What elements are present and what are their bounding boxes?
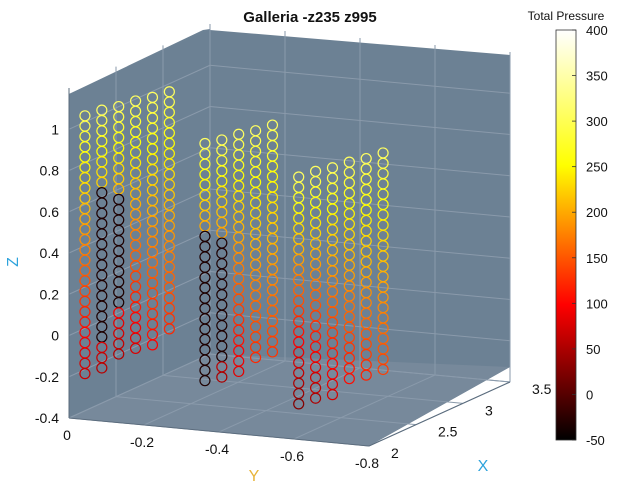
data-point <box>293 398 305 410</box>
data-point <box>79 368 91 380</box>
colorbar-tick-label: 400 <box>586 23 608 38</box>
colorbar-tick-label: 250 <box>586 160 608 175</box>
colorbar-tick-label: 150 <box>586 251 608 266</box>
grid-line <box>293 374 436 440</box>
y-tick-label: -0.2 <box>130 434 154 450</box>
colorbar-tick-label: 0 <box>586 387 593 402</box>
data-point <box>146 339 159 351</box>
grid-lines <box>68 24 511 447</box>
x-tick-label: 2.5 <box>438 424 458 440</box>
y-tick-labels: 0 -0.2 -0.4 -0.6 -0.8 <box>63 427 379 471</box>
data-point <box>266 346 279 358</box>
z-axis-label: Z <box>5 257 22 267</box>
colorbar-tick-label: 50 <box>586 342 600 357</box>
z-tick-label: -0.4 <box>35 410 59 426</box>
z-tick-label: -0.2 <box>35 369 59 385</box>
chart-title: Galleria -z235 z995 <box>243 9 376 26</box>
data-point <box>326 389 339 401</box>
z-tick-label: 0.4 <box>40 245 60 261</box>
axis-edge <box>68 417 370 447</box>
z-tick-label: 0 <box>51 328 59 344</box>
y-tick-label: -0.8 <box>355 455 379 471</box>
colorbar-tick-label: 200 <box>586 205 608 220</box>
colorbar-tick-label: 350 <box>586 69 608 84</box>
z-tick-label: 0.6 <box>40 204 60 220</box>
z-tick-label: 0.8 <box>40 163 60 179</box>
data-point <box>129 342 142 355</box>
data-point <box>113 348 125 360</box>
colorbar-ticks: 400 350 300 250 200 150 100 50 0 -50 <box>572 23 608 448</box>
y-tick-label: 0 <box>63 427 71 443</box>
colorbar-tick-label: 300 <box>586 114 608 129</box>
data-point <box>309 392 322 404</box>
colorbar-tick-label: 100 <box>586 296 608 311</box>
data-point <box>343 373 355 385</box>
x-tick-label: 2 <box>391 445 399 461</box>
y-axis-label: Y <box>249 468 260 485</box>
data-point <box>199 375 211 387</box>
data-point <box>249 351 262 364</box>
z-tick-labels: -0.4 -0.2 0 0.2 0.4 0.6 0.8 1 <box>35 121 59 426</box>
data-point <box>377 363 389 376</box>
axis-box-edges <box>68 88 511 447</box>
z-tick-label: 0.2 <box>40 286 60 302</box>
y-tick-label: -0.6 <box>280 448 304 464</box>
data-point <box>233 365 245 378</box>
x-tick-label: 3.5 <box>532 381 552 397</box>
grid-line <box>68 353 211 419</box>
grid-line <box>162 374 464 404</box>
z-tick-label: 1 <box>51 121 59 137</box>
data-point <box>360 369 372 381</box>
x-axis-label: X <box>478 458 489 475</box>
colorbar-title: Total Pressure <box>528 9 605 23</box>
data-point <box>163 323 175 335</box>
colorbar-gradient <box>555 29 577 441</box>
data-point <box>96 362 108 374</box>
axis-edge <box>368 381 511 447</box>
x-tick-labels: 2 2.5 3 3.5 <box>391 381 552 461</box>
data-point <box>216 371 228 383</box>
grid-line <box>218 367 361 433</box>
y-tick-label: -0.4 <box>205 441 229 457</box>
x-tick-label: 3 <box>485 402 493 418</box>
grid-line <box>143 360 286 426</box>
grid-line <box>115 396 417 426</box>
colorbar-tick-label: -50 <box>586 433 605 448</box>
data-points <box>79 86 389 410</box>
colorbar: Total Pressure 400 350 300 250 200 150 100 50 0 -… <box>528 9 608 448</box>
